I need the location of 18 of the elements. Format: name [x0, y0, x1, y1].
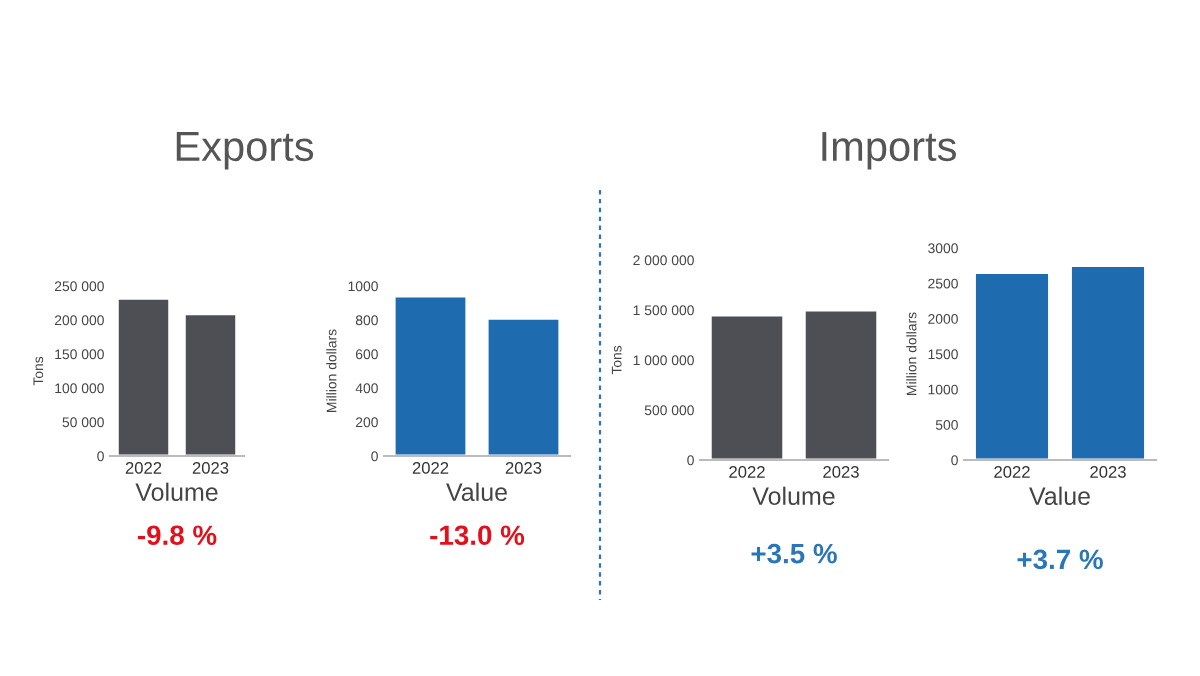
x-tick-label: 2023	[823, 466, 859, 478]
chart-title: Exports	[176, 132, 314, 170]
x-tick-label: 2022	[412, 462, 449, 474]
text: -13.0 %	[430, 525, 525, 546]
x-tick-label: 2023	[192, 462, 229, 474]
x-axis-title: Volume	[752, 486, 835, 506]
text: +3.5 %	[751, 543, 837, 564]
x-axis-title: Value	[1029, 486, 1090, 506]
x-axis-title: Value	[446, 482, 507, 502]
x-axis-title: Volume	[135, 482, 218, 502]
text: +3.7 %	[1017, 549, 1103, 570]
x-tick-label: 2022	[994, 466, 1030, 478]
x-tick-label: 2023	[1090, 466, 1126, 478]
text: -9.8 %	[137, 525, 217, 546]
x-tick-label: 2023	[505, 462, 542, 474]
chart-title: Imports	[822, 132, 956, 170]
x-tick-label: 2022	[729, 466, 765, 478]
x-tick-label: 2022	[125, 462, 162, 474]
